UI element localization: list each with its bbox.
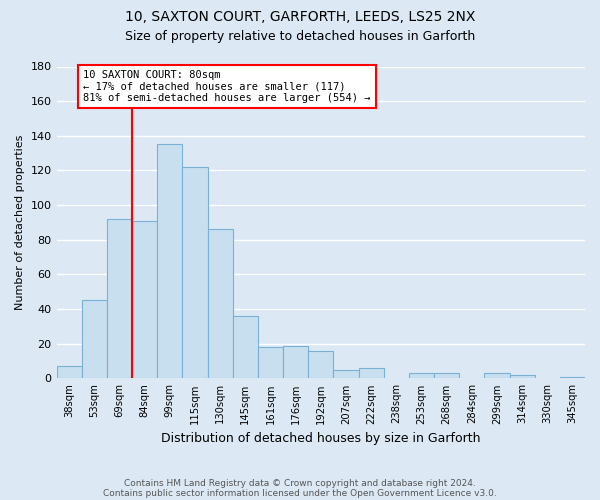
Bar [208,230,233,378]
Bar [434,373,459,378]
Bar [308,350,334,378]
Text: Contains HM Land Registry data © Crown copyright and database right 2024.: Contains HM Land Registry data © Crown c… [124,478,476,488]
Bar [233,316,258,378]
Bar [560,376,585,378]
Bar [157,144,182,378]
Bar [283,346,308,378]
Text: Contains public sector information licensed under the Open Government Licence v3: Contains public sector information licen… [103,488,497,498]
Text: 10 SAXTON COURT: 80sqm
← 17% of detached houses are smaller (117)
81% of semi-de: 10 SAXTON COURT: 80sqm ← 17% of detached… [83,70,370,103]
Bar [56,366,82,378]
Bar [359,368,383,378]
Text: 10, SAXTON COURT, GARFORTH, LEEDS, LS25 2NX: 10, SAXTON COURT, GARFORTH, LEEDS, LS25 … [125,10,475,24]
Bar [182,167,208,378]
Bar [132,220,157,378]
Bar [82,300,107,378]
Bar [409,373,434,378]
Bar [509,375,535,378]
Bar [484,373,509,378]
X-axis label: Distribution of detached houses by size in Garforth: Distribution of detached houses by size … [161,432,481,445]
Bar [334,370,359,378]
Text: Size of property relative to detached houses in Garforth: Size of property relative to detached ho… [125,30,475,43]
Bar [107,219,132,378]
Y-axis label: Number of detached properties: Number of detached properties [15,135,25,310]
Bar [258,347,283,378]
